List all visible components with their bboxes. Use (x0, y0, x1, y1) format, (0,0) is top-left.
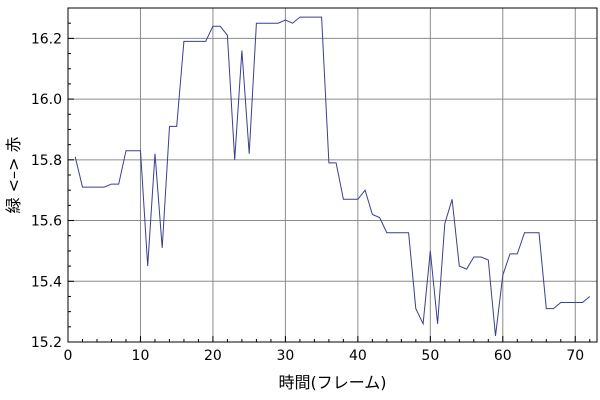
y-tick-label: 16.0 (31, 92, 62, 108)
y-tick-label: 15.8 (31, 153, 62, 169)
x-tick-label: 60 (494, 348, 512, 364)
grid-lines (67, 8, 597, 343)
y-tick-label: 15.6 (31, 214, 62, 230)
y-tick-label: 16.2 (31, 31, 62, 47)
x-tick-label: 40 (349, 348, 367, 364)
y-tick-label: 15.4 (31, 274, 62, 290)
series-line (74, 16, 591, 336)
x-tick-label: 50 (421, 348, 439, 364)
x-tick-label: 70 (566, 348, 584, 364)
x-tick-label: 20 (204, 348, 222, 364)
x-tick-label: 0 (64, 348, 73, 364)
y-tick-label: 15.2 (31, 335, 62, 351)
x-tick-labels: 0 10 20 30 40 50 60 70 (64, 348, 585, 364)
axis-ticks (67, 22, 591, 343)
x-tick-label: 30 (276, 348, 294, 364)
x-axis-label: 時間(フレーム) (278, 373, 386, 392)
y-tick-labels: 15.2 15.4 15.6 15.8 16.0 16.2 (31, 31, 62, 351)
plot-frame (67, 7, 598, 343)
x-tick-label: 10 (132, 348, 150, 364)
y-axis-label: 緑 <–> 赤 (4, 137, 23, 214)
